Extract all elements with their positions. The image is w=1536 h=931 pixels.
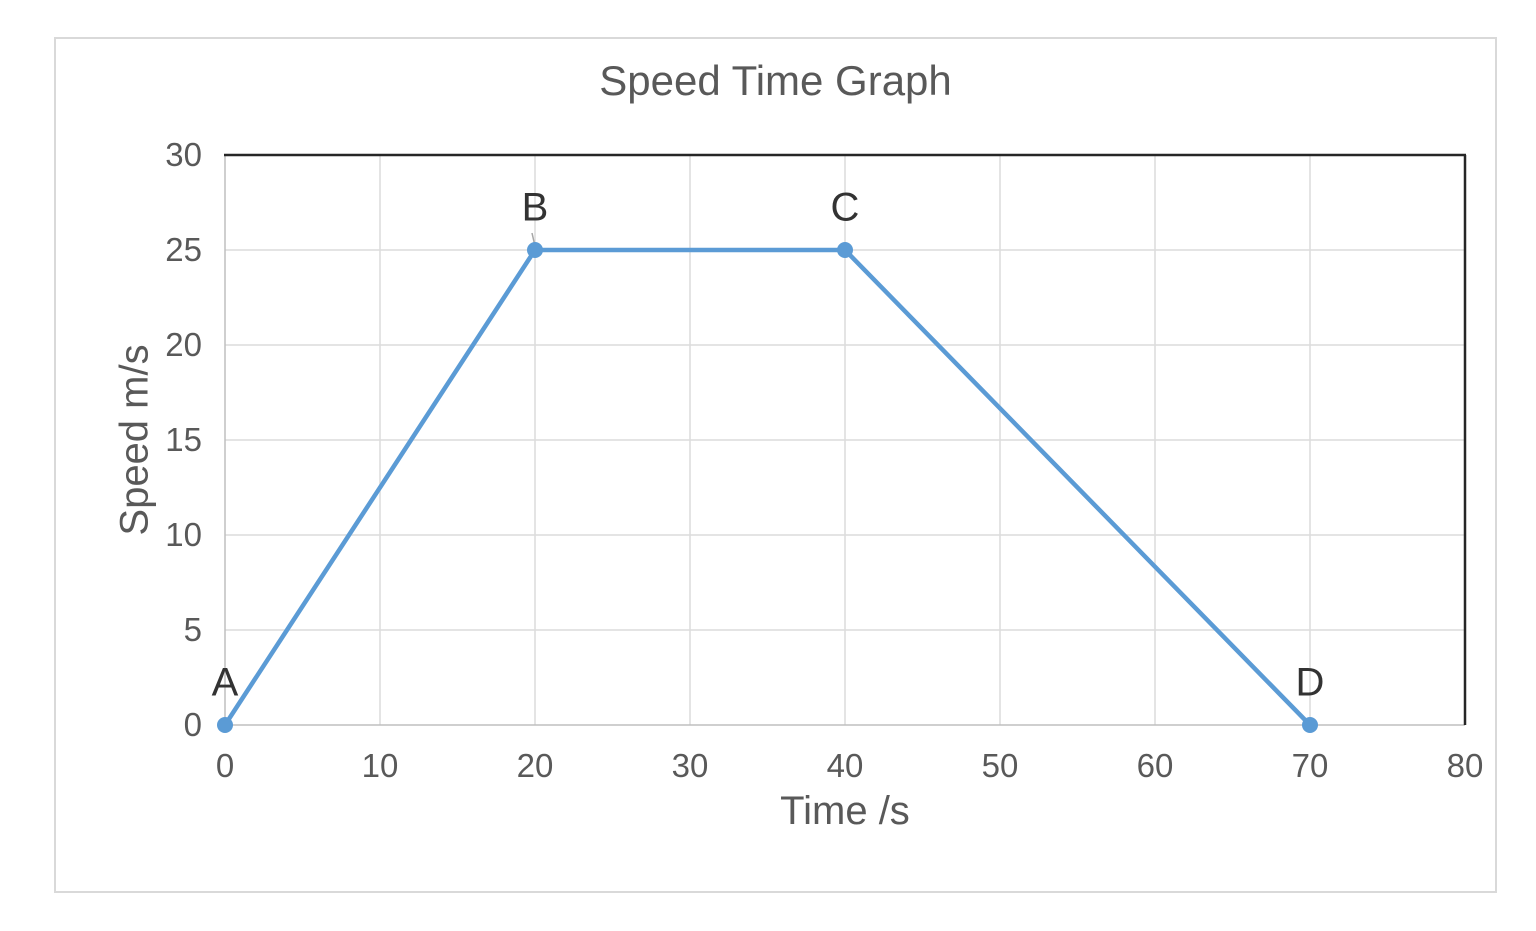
point-label-b: B — [521, 185, 549, 230]
y-tick-label: 20 — [165, 326, 202, 363]
x-tick-label: 80 — [1446, 747, 1484, 784]
data-point-marker — [837, 242, 853, 258]
chart-area — [54, 37, 1497, 893]
x-tick-label: 0 — [215, 747, 235, 784]
x-tick-label: 10 — [361, 747, 399, 784]
x-tick-label: 50 — [981, 747, 1019, 784]
x-tick-label: 70 — [1291, 747, 1329, 784]
speed-line — [222, 247, 1313, 728]
y-tick-label: 5 — [183, 611, 202, 648]
x-tick-label: 40 — [826, 747, 864, 784]
y-tick-label: 0 — [183, 706, 202, 743]
point-label-d: D — [1295, 660, 1325, 705]
y-tick-label: 25 — [165, 231, 202, 268]
x-axis-title: Time /s — [780, 789, 910, 833]
data-point-marker — [217, 717, 233, 733]
x-tick-label: 20 — [516, 747, 554, 784]
y-tick-label: 10 — [165, 516, 202, 553]
y-tick-label: 30 — [165, 136, 202, 173]
chart-title: Speed Time Graph — [599, 57, 952, 104]
x-tick-label: 60 — [1136, 747, 1174, 784]
point-label-c: C — [830, 185, 860, 230]
point-label-a: A — [211, 660, 239, 705]
data-point-marker — [527, 242, 543, 258]
y-tick-label: 15 — [165, 421, 202, 458]
x-tick-label: 30 — [671, 747, 709, 784]
data-point-marker — [1302, 717, 1318, 733]
